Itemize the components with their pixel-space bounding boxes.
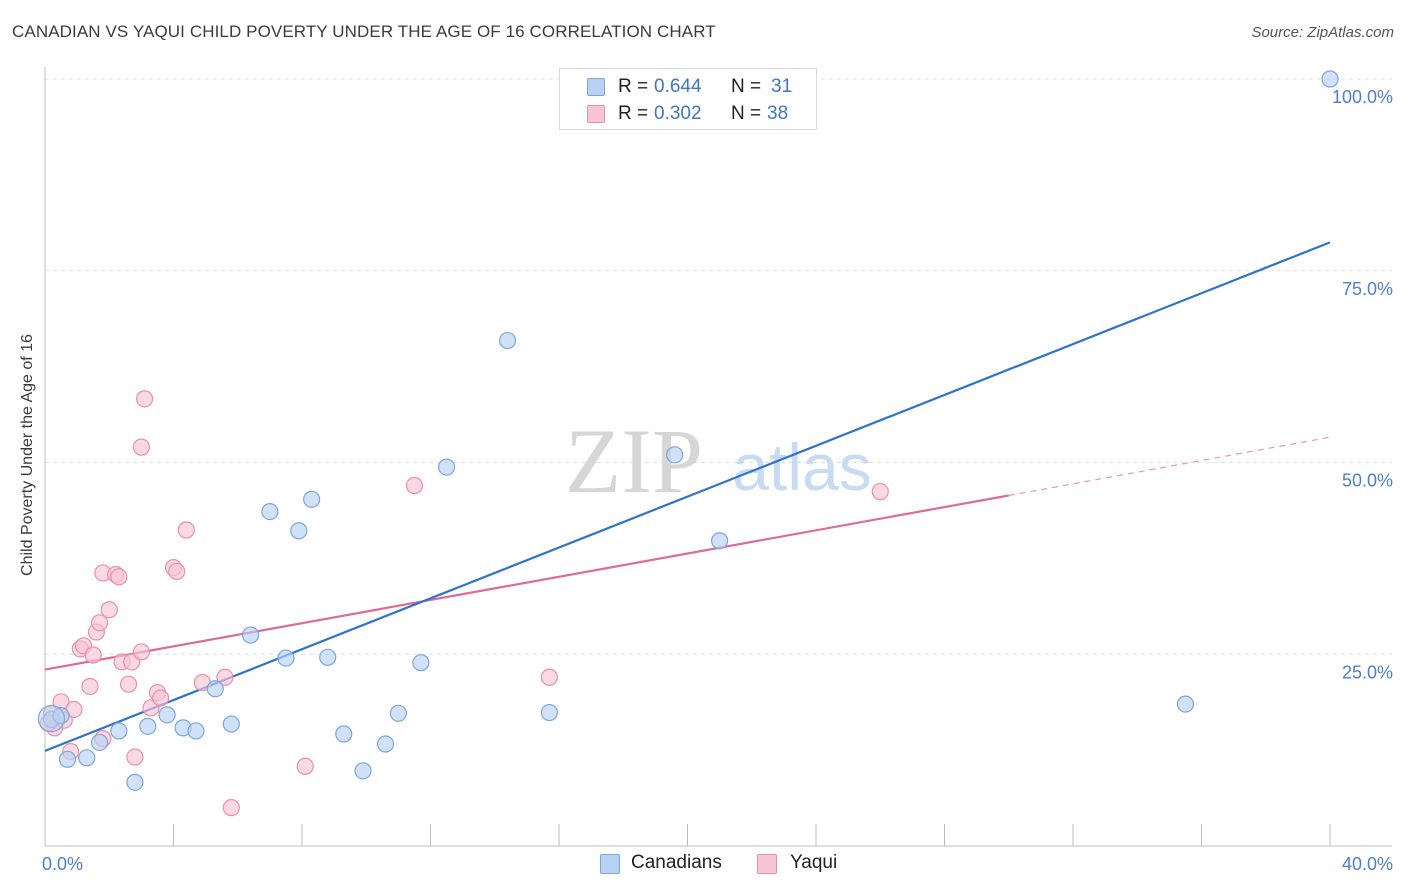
canadians-point: [78, 749, 96, 767]
canadians-point: [319, 648, 337, 666]
canadians-trend-line: [44, 241, 1331, 752]
legend-r-value: 0.644: [654, 76, 702, 97]
yaqui-point: [135, 390, 154, 408]
y-tick-label: 100.0%: [1332, 87, 1393, 107]
yaqui-point: [100, 601, 118, 619]
yaqui-point: [871, 483, 889, 501]
yaqui-point: [81, 677, 99, 696]
canadians-point: [540, 703, 558, 722]
watermark-zip: ZIP: [565, 410, 703, 512]
yaqui-point: [177, 521, 195, 539]
canadians-point: [303, 490, 321, 508]
canadians-point: [91, 733, 109, 752]
yaqui-point: [540, 668, 558, 686]
legend-row-canadians: R = 0.644 N = 31: [560, 74, 816, 100]
canadians-point: [412, 654, 430, 672]
yaqui-point: [168, 562, 186, 581]
legend-r-label: R =: [618, 103, 649, 124]
legend-swatch-canadians: [587, 78, 605, 96]
canadians-point: [110, 722, 128, 740]
x-tick-label-max: 40.0%: [1342, 854, 1393, 874]
watermark: ZIP atlas: [565, 410, 872, 512]
x-tick-label-min: 0.0%: [42, 854, 83, 874]
yaqui-trend-line: [44, 494, 1009, 671]
yaqui-point: [91, 614, 109, 632]
canadians-point: [222, 715, 240, 733]
y-tick-label: 75.0%: [1342, 279, 1393, 299]
yaqui-trend-extension: [1008, 436, 1331, 497]
canadians-point: [666, 446, 684, 464]
canadians-point: [139, 717, 157, 735]
canadians-point: [376, 735, 395, 753]
correlation-legend: R = 0.644 N = 31 R = 0.302 N = 38: [559, 68, 817, 130]
canadians-point: [389, 704, 407, 722]
legend-n-value: 38: [767, 103, 789, 124]
chart-title: CANADIAN VS YAQUI CHILD POVERTY UNDER TH…: [12, 22, 716, 41]
yaqui-point: [119, 675, 138, 693]
yaqui-point: [216, 668, 234, 686]
yaqui-point: [132, 643, 150, 661]
canadians-point: [126, 773, 144, 791]
bottom-legend-swatch-yaqui: [757, 854, 777, 874]
canadians-point: [1176, 695, 1195, 713]
yaqui-point: [296, 757, 314, 775]
legend-n-label: N =: [731, 103, 762, 124]
tick-labels: 25.0% 50.0% 75.0% 100.0% 0.0% 40.0%: [42, 87, 1393, 874]
yaqui-point: [110, 568, 128, 586]
yaqui-point: [152, 689, 170, 707]
trend-lines: [44, 241, 1331, 752]
canadians-point: [354, 762, 372, 780]
yaqui-point: [132, 438, 150, 456]
y-tick-label: 25.0%: [1342, 662, 1393, 682]
legend-swatch-yaqui: [587, 105, 605, 123]
canadians-point: [711, 532, 729, 550]
axes: [44, 67, 1392, 847]
canadians-point: [290, 522, 308, 540]
canadians-cluster-point: [37, 705, 66, 733]
canadians-point: [1321, 70, 1339, 88]
canadians-point: [242, 626, 260, 644]
canadians-point: [261, 502, 279, 521]
canadians-point: [187, 722, 205, 740]
yaqui-point: [126, 748, 144, 766]
canadians-point: [437, 458, 456, 476]
grid-lines: [45, 78, 1392, 655]
bottom-legend-swatch-canadians: [600, 854, 620, 874]
legend-n-value: 31: [771, 76, 793, 97]
source-label: Source: ZipAtlas.com: [1251, 24, 1394, 41]
canadians-point: [277, 649, 295, 667]
bottom-legend-label: Yaqui: [790, 852, 838, 873]
legend-r-value: 0.302: [654, 103, 702, 124]
y-tick-label: 50.0%: [1342, 471, 1393, 491]
yaqui-point: [405, 476, 424, 495]
watermark-atlas: atlas: [732, 430, 871, 504]
canadians-point: [499, 331, 517, 350]
canadians-point: [158, 706, 176, 724]
bottom-legend-label: Canadians: [631, 852, 722, 873]
canadians-point: [335, 725, 353, 743]
legend-row-yaqui: R = 0.302 N = 38: [560, 101, 816, 127]
yaqui-point: [84, 646, 102, 664]
legend-r-label: R =: [618, 76, 649, 97]
data-points: [37, 70, 1339, 817]
legend-n-label: N =: [731, 76, 762, 97]
canadians-point: [206, 680, 224, 698]
canadians-point: [58, 750, 77, 768]
yaqui-point: [222, 799, 240, 817]
